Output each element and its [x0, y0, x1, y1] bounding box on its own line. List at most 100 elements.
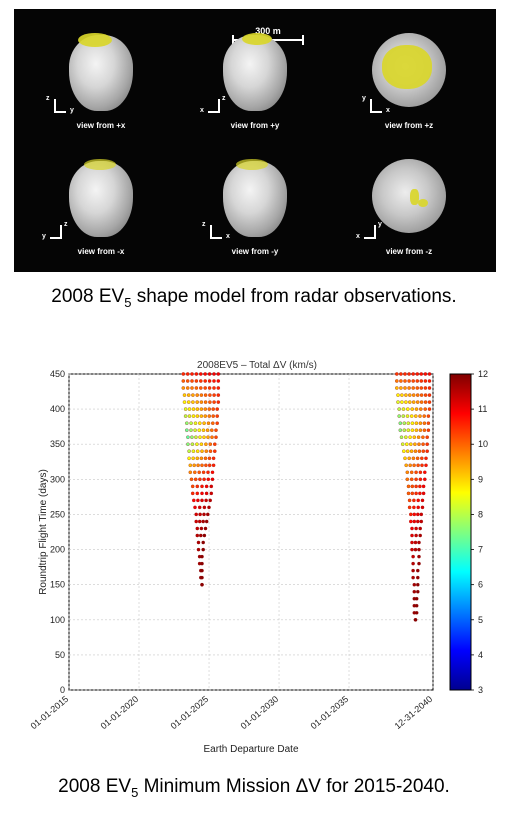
scatter-point: [190, 386, 194, 390]
colorbar-tick-label: 12: [478, 369, 488, 379]
y-axis-label: Roundtrip Flight Time (days): [38, 469, 49, 595]
colorbar-tick-label: 10: [478, 439, 488, 449]
scatter-point: [403, 386, 407, 390]
scatter-point: [417, 442, 421, 446]
scatter-point: [216, 393, 221, 397]
scatter-point: [190, 442, 195, 446]
x-tick-label: 12-31-2040: [393, 694, 435, 731]
scatter-point: [414, 491, 418, 496]
scatter-point: [187, 407, 192, 411]
scatter-point: [423, 400, 428, 404]
scatter-point: [200, 498, 204, 503]
scatter-point: [191, 400, 195, 404]
colorbar-tick-label: 3: [478, 685, 483, 695]
scatter-point: [193, 470, 197, 475]
scatter-point: [421, 449, 426, 453]
scatter-point: [194, 519, 198, 524]
scatter-point: [213, 449, 217, 453]
scatter-point: [423, 372, 428, 376]
scatter-point: [413, 618, 418, 622]
scatter-point: [426, 414, 431, 418]
scatter-point: [425, 435, 429, 439]
scatter-point: [414, 611, 419, 615]
scatter-point: [195, 407, 200, 411]
scatter-point: [403, 456, 407, 461]
scatter-point: [405, 414, 410, 418]
scatter-point: [423, 477, 427, 482]
caption-shape-model: 2008 EV5 shape model from radar observat…: [51, 286, 457, 310]
scatter-point: [185, 379, 190, 383]
scatter-point: [195, 491, 200, 496]
scatter-point: [405, 442, 409, 446]
x-tick-label: 01-01-2030: [239, 694, 281, 731]
scatter-point: [192, 498, 196, 503]
scatter-point: [401, 407, 406, 411]
scatter-point: [408, 463, 412, 468]
scatter-point: [203, 407, 208, 411]
scatter-point: [198, 421, 202, 425]
scatter-point: [211, 456, 216, 461]
scatter-point: [407, 386, 411, 390]
scatter-point: [415, 393, 420, 397]
scatter-point: [204, 449, 209, 453]
scatter-point: [195, 449, 200, 453]
asteroid-render: [372, 159, 446, 233]
y-axis-ticks: 0 50 100 150 200 250 300 350 400 450: [50, 369, 65, 695]
scatter-point: [413, 449, 418, 453]
scatter-point: [406, 421, 411, 425]
yellow-patch: [84, 159, 116, 170]
scatter-point: [416, 582, 420, 587]
scatter-point: [417, 554, 421, 559]
scatter-point: [423, 379, 428, 383]
scatter-point: [194, 386, 199, 390]
scatter-point: [196, 498, 200, 503]
scatter-point: [418, 533, 422, 538]
scatter-point: [416, 498, 420, 503]
scatter-point: [213, 442, 217, 446]
scatter-point: [203, 386, 207, 390]
scatter-point: [208, 498, 212, 503]
scatter-point: [199, 414, 204, 418]
scatter-point: [411, 575, 415, 580]
view-plus-x: z y view from +x: [26, 19, 176, 147]
scatter-point: [417, 547, 421, 552]
scatter-point: [411, 379, 415, 383]
scatter-point: [185, 372, 190, 376]
scatter-point: [197, 428, 202, 432]
scatter-point: [182, 400, 187, 404]
scatter-point: [410, 428, 415, 432]
scatter-point: [420, 463, 424, 468]
scatter-point: [199, 533, 203, 538]
colorbar-tick-label: 6: [478, 580, 483, 590]
scatter-point: [207, 414, 212, 418]
scatter-point: [427, 407, 432, 411]
y-tick-label: 300: [50, 474, 65, 484]
scatter-point: [419, 512, 424, 517]
scatter-point: [425, 449, 429, 453]
scatter-point: [201, 519, 205, 524]
view-label: view from -y: [231, 247, 279, 256]
scatter-point: [405, 449, 410, 453]
scatter-point: [407, 498, 412, 503]
colorbar-tick-label: 8: [478, 509, 483, 519]
scatter-point: [195, 414, 200, 418]
scatter-point: [404, 400, 408, 404]
scatter-point: [193, 477, 198, 482]
scatter-point: [193, 428, 197, 432]
scatter-point: [406, 491, 411, 496]
scatter-point: [190, 372, 194, 376]
asteroid-render: [223, 35, 287, 111]
scatter-point: [414, 596, 419, 601]
scatter-point: [404, 393, 408, 397]
scatter-point: [190, 379, 194, 383]
scatter-point: [402, 428, 407, 432]
scatter-point: [409, 477, 414, 482]
yellow-patch: [382, 45, 432, 89]
scatter-point: [201, 547, 205, 552]
scatter-point: [202, 505, 207, 510]
scatter-point: [412, 505, 416, 510]
scatter-point: [426, 428, 431, 432]
scatter-point: [406, 428, 411, 432]
scatter-point: [207, 456, 212, 461]
scatter-point: [407, 372, 411, 376]
